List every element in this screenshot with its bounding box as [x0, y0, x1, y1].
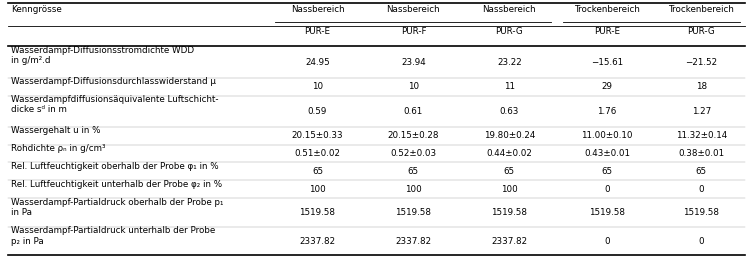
Text: 23.22: 23.22 [497, 58, 522, 67]
Text: Trockenbereich: Trockenbereich [668, 5, 734, 14]
Text: Wasserdampf-Diffusionsstromdichte WDD
in g/m².d: Wasserdampf-Diffusionsstromdichte WDD in… [11, 46, 194, 65]
Text: Wasserdampf-Partialdruck oberhalb der Probe p₁
in Pa: Wasserdampf-Partialdruck oberhalb der Pr… [11, 198, 224, 217]
Text: 10: 10 [312, 82, 323, 91]
Text: 100: 100 [501, 185, 518, 194]
Text: Nassbereich: Nassbereich [291, 5, 344, 14]
Text: 0.61: 0.61 [404, 107, 423, 116]
Text: Wasserdampf-Diffusionsdurchlasswiderstand μ: Wasserdampf-Diffusionsdurchlasswiderstan… [11, 77, 216, 86]
Text: 65: 65 [504, 167, 515, 176]
Text: Nassbereich: Nassbereich [386, 5, 441, 14]
Text: Rel. Luftfeuchtigkeit unterhalb der Probe φ₂ in %: Rel. Luftfeuchtigkeit unterhalb der Prob… [11, 180, 222, 189]
Text: PUR-G: PUR-G [687, 27, 715, 36]
Text: 20.15±0.28: 20.15±0.28 [388, 131, 439, 140]
Text: 11.00±0.10: 11.00±0.10 [581, 131, 633, 140]
Text: 11.32±0.14: 11.32±0.14 [675, 131, 727, 140]
Text: 65: 65 [408, 167, 419, 176]
Text: 0.52±0.03: 0.52±0.03 [390, 149, 437, 158]
Text: 1519.58: 1519.58 [491, 208, 527, 217]
Text: 65: 65 [602, 167, 613, 176]
Text: PUR-E: PUR-E [594, 27, 620, 36]
Text: 1519.58: 1519.58 [683, 208, 719, 217]
Text: 0: 0 [605, 185, 610, 194]
Text: 2337.82: 2337.82 [395, 237, 431, 246]
Text: 0.59: 0.59 [308, 107, 327, 116]
Text: Trockenbereich: Trockenbereich [575, 5, 640, 14]
Text: 0.44±0.02: 0.44±0.02 [486, 149, 532, 158]
Text: 0.38±0.01: 0.38±0.01 [678, 149, 724, 158]
Text: 19.80±0.24: 19.80±0.24 [483, 131, 535, 140]
Text: 23.94: 23.94 [401, 58, 425, 67]
Text: 0: 0 [605, 237, 610, 246]
Text: 1.76: 1.76 [597, 107, 617, 116]
Text: 1519.58: 1519.58 [395, 208, 431, 217]
Text: 2337.82: 2337.82 [491, 237, 527, 246]
Text: 0.63: 0.63 [500, 107, 519, 116]
Text: 1519.58: 1519.58 [300, 208, 336, 217]
Text: Wasserdampf-Partialdruck unterhalb der Probe
p₂ in Pa: Wasserdampf-Partialdruck unterhalb der P… [11, 226, 215, 246]
Text: 0.43±0.01: 0.43±0.01 [584, 149, 630, 158]
Text: 0: 0 [698, 237, 704, 246]
Text: Wasserdampfdiffusionsäquivalente Luftschicht-
dicke sᵈ in m: Wasserdampfdiffusionsäquivalente Luftsch… [11, 95, 218, 114]
Text: 24.95: 24.95 [305, 58, 330, 67]
Text: 0: 0 [698, 185, 704, 194]
Text: PUR-G: PUR-G [495, 27, 523, 36]
Text: Rel. Luftfeuchtigkeit oberhalb der Probe φ₁ in %: Rel. Luftfeuchtigkeit oberhalb der Probe… [11, 162, 219, 171]
Text: −21.52: −21.52 [685, 58, 718, 67]
Text: 100: 100 [405, 185, 422, 194]
Text: 11: 11 [504, 82, 515, 91]
Text: 0.51±0.02: 0.51±0.02 [294, 149, 340, 158]
Text: 18: 18 [696, 82, 707, 91]
Text: 20.15±0.33: 20.15±0.33 [291, 131, 343, 140]
Text: Rohdichte ρₙ in g/cm³: Rohdichte ρₙ in g/cm³ [11, 144, 105, 153]
Text: Nassbereich: Nassbereich [483, 5, 536, 14]
Text: Wassergehalt u in %: Wassergehalt u in % [11, 126, 101, 135]
Text: 100: 100 [309, 185, 326, 194]
Text: 65: 65 [696, 167, 707, 176]
Text: 1.27: 1.27 [691, 107, 711, 116]
Text: 2337.82: 2337.82 [300, 237, 336, 246]
Text: −15.61: −15.61 [591, 58, 623, 67]
Text: 1519.58: 1519.58 [589, 208, 625, 217]
Text: PUR-E: PUR-E [304, 27, 331, 36]
Text: 65: 65 [312, 167, 323, 176]
Text: 10: 10 [408, 82, 419, 91]
Text: PUR-F: PUR-F [401, 27, 426, 36]
Text: 29: 29 [602, 82, 613, 91]
Text: Kenngrösse: Kenngrösse [11, 5, 62, 14]
